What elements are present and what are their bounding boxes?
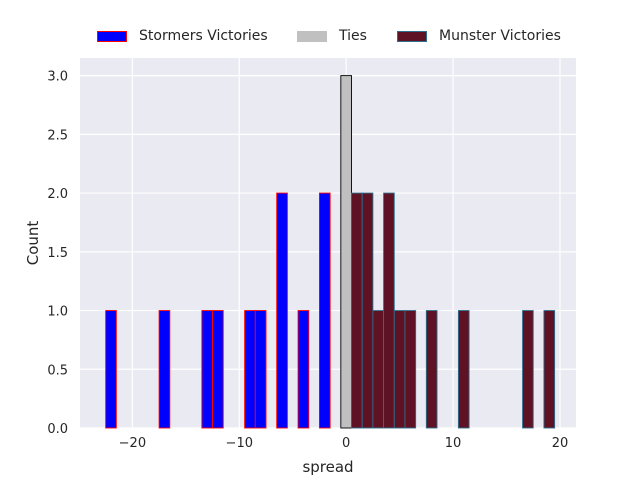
bar-stormers-victories (158, 310, 171, 429)
y-axis-ticks: 0.0 0.5 1.0 1.5 2.0 2.5 3.0 (47, 70, 68, 437)
y-tick-label: 1.0 (47, 305, 68, 320)
bar-munster-victories (361, 192, 374, 429)
bar-munster-victories (383, 192, 395, 429)
legend-swatch-stormers (97, 30, 127, 42)
bar-munster-victories (543, 310, 556, 429)
x-tick-label: 0 (342, 436, 350, 451)
y-tick-label: 0.5 (47, 363, 68, 378)
bar-munster-victories (404, 310, 417, 429)
legend-label-ties: Ties (339, 28, 367, 44)
y-tick-label: 1.5 (47, 246, 68, 261)
y-tick-label: 0.0 (47, 422, 68, 437)
bar-stormers-victories (297, 310, 310, 429)
y-tick-label: 2.5 (47, 128, 68, 143)
x-axis-label: spread (302, 458, 353, 476)
x-tick-label: −20 (119, 436, 146, 451)
bar-munster-victories (372, 310, 385, 429)
legend-item-stormers: Stormers Victories (97, 24, 268, 48)
y-axis-label: Count (24, 221, 42, 266)
bar-ties (340, 75, 352, 429)
bar-stormers-victories (244, 310, 256, 429)
bar-munster-victories (457, 310, 470, 429)
bar-stormers-victories (201, 310, 214, 429)
y-tick-label: 2.0 (47, 187, 68, 202)
y-tick-label: 3.0 (47, 70, 68, 85)
bars (105, 75, 556, 429)
bar-stormers-victories (105, 310, 117, 429)
bar-munster-victories (351, 192, 363, 429)
legend-item-ties: Ties (297, 24, 367, 48)
legend-swatch-ties (297, 30, 327, 42)
bar-munster-victories (425, 310, 438, 429)
x-axis-ticks: −20 −10 0 10 20 (119, 436, 569, 451)
x-tick-label: 20 (552, 436, 569, 451)
bar-stormers-victories (254, 310, 267, 429)
bar-munster-victories (522, 310, 534, 429)
x-tick-label: −10 (226, 436, 253, 451)
bar-stormers-victories (276, 192, 288, 429)
legend-label-munster: Munster Victories (439, 28, 561, 44)
bar-munster-victories (393, 310, 406, 429)
legend: Stormers Victories Ties Munster Victorie… (80, 24, 580, 50)
x-tick-label: 10 (445, 436, 462, 451)
legend-item-munster: Munster Victories (397, 24, 561, 48)
legend-label-stormers: Stormers Victories (139, 28, 268, 44)
legend-swatch-munster (397, 30, 427, 42)
bar-stormers-victories (212, 310, 224, 429)
bar-stormers-victories (318, 192, 331, 429)
